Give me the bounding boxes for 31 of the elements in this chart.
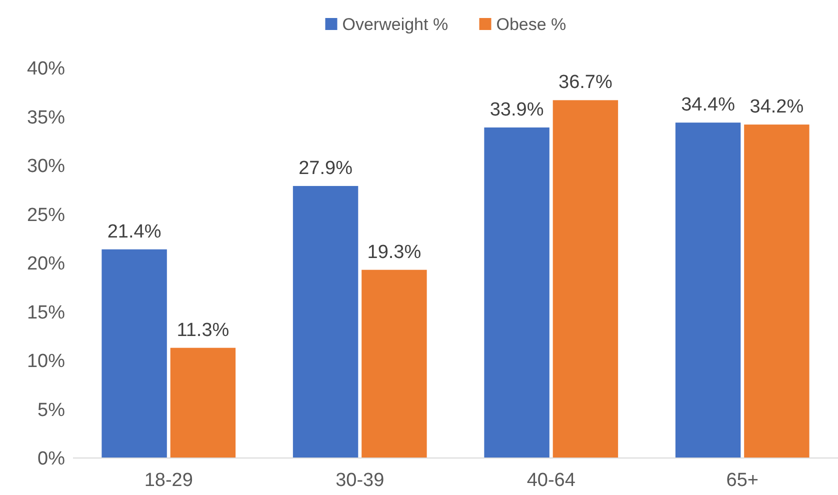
y-tick-label: 15% — [26, 302, 66, 324]
bar — [102, 249, 167, 458]
data-label: 33.9% — [490, 99, 544, 120]
data-label: 34.4% — [681, 94, 736, 116]
data-label: 27.9% — [298, 158, 353, 179]
x-tick-label: 18-29 — [144, 470, 193, 491]
data-label: 36.7% — [558, 72, 612, 94]
bar — [484, 127, 550, 458]
data-label: 19.3% — [367, 242, 422, 263]
bar — [552, 100, 618, 458]
data-label: 11.3% — [176, 320, 230, 341]
y-tick-label: 35% — [26, 107, 66, 128]
bar — [675, 122, 741, 458]
y-tick-label: 5% — [38, 400, 66, 421]
bar — [362, 270, 427, 458]
y-tick-label: 30% — [26, 156, 66, 178]
bar — [292, 186, 358, 458]
x-tick-label: 40-64 — [526, 470, 576, 491]
bar — [170, 348, 236, 458]
y-tick-label: 0% — [38, 448, 66, 470]
data-label: 21.4% — [107, 221, 162, 242]
y-tick-label: 40% — [26, 58, 66, 80]
x-tick-label: 65+ — [726, 470, 758, 491]
y-tick-label: 20% — [26, 254, 66, 275]
y-tick-label: 10% — [26, 351, 66, 372]
legend-label: Obese % — [496, 14, 566, 34]
data-label: 34.2% — [750, 96, 804, 118]
bar — [744, 124, 810, 458]
x-tick-label: 30-39 — [336, 470, 384, 491]
y-tick-label: 25% — [26, 204, 66, 226]
legend-label: Overweight % — [342, 14, 448, 34]
